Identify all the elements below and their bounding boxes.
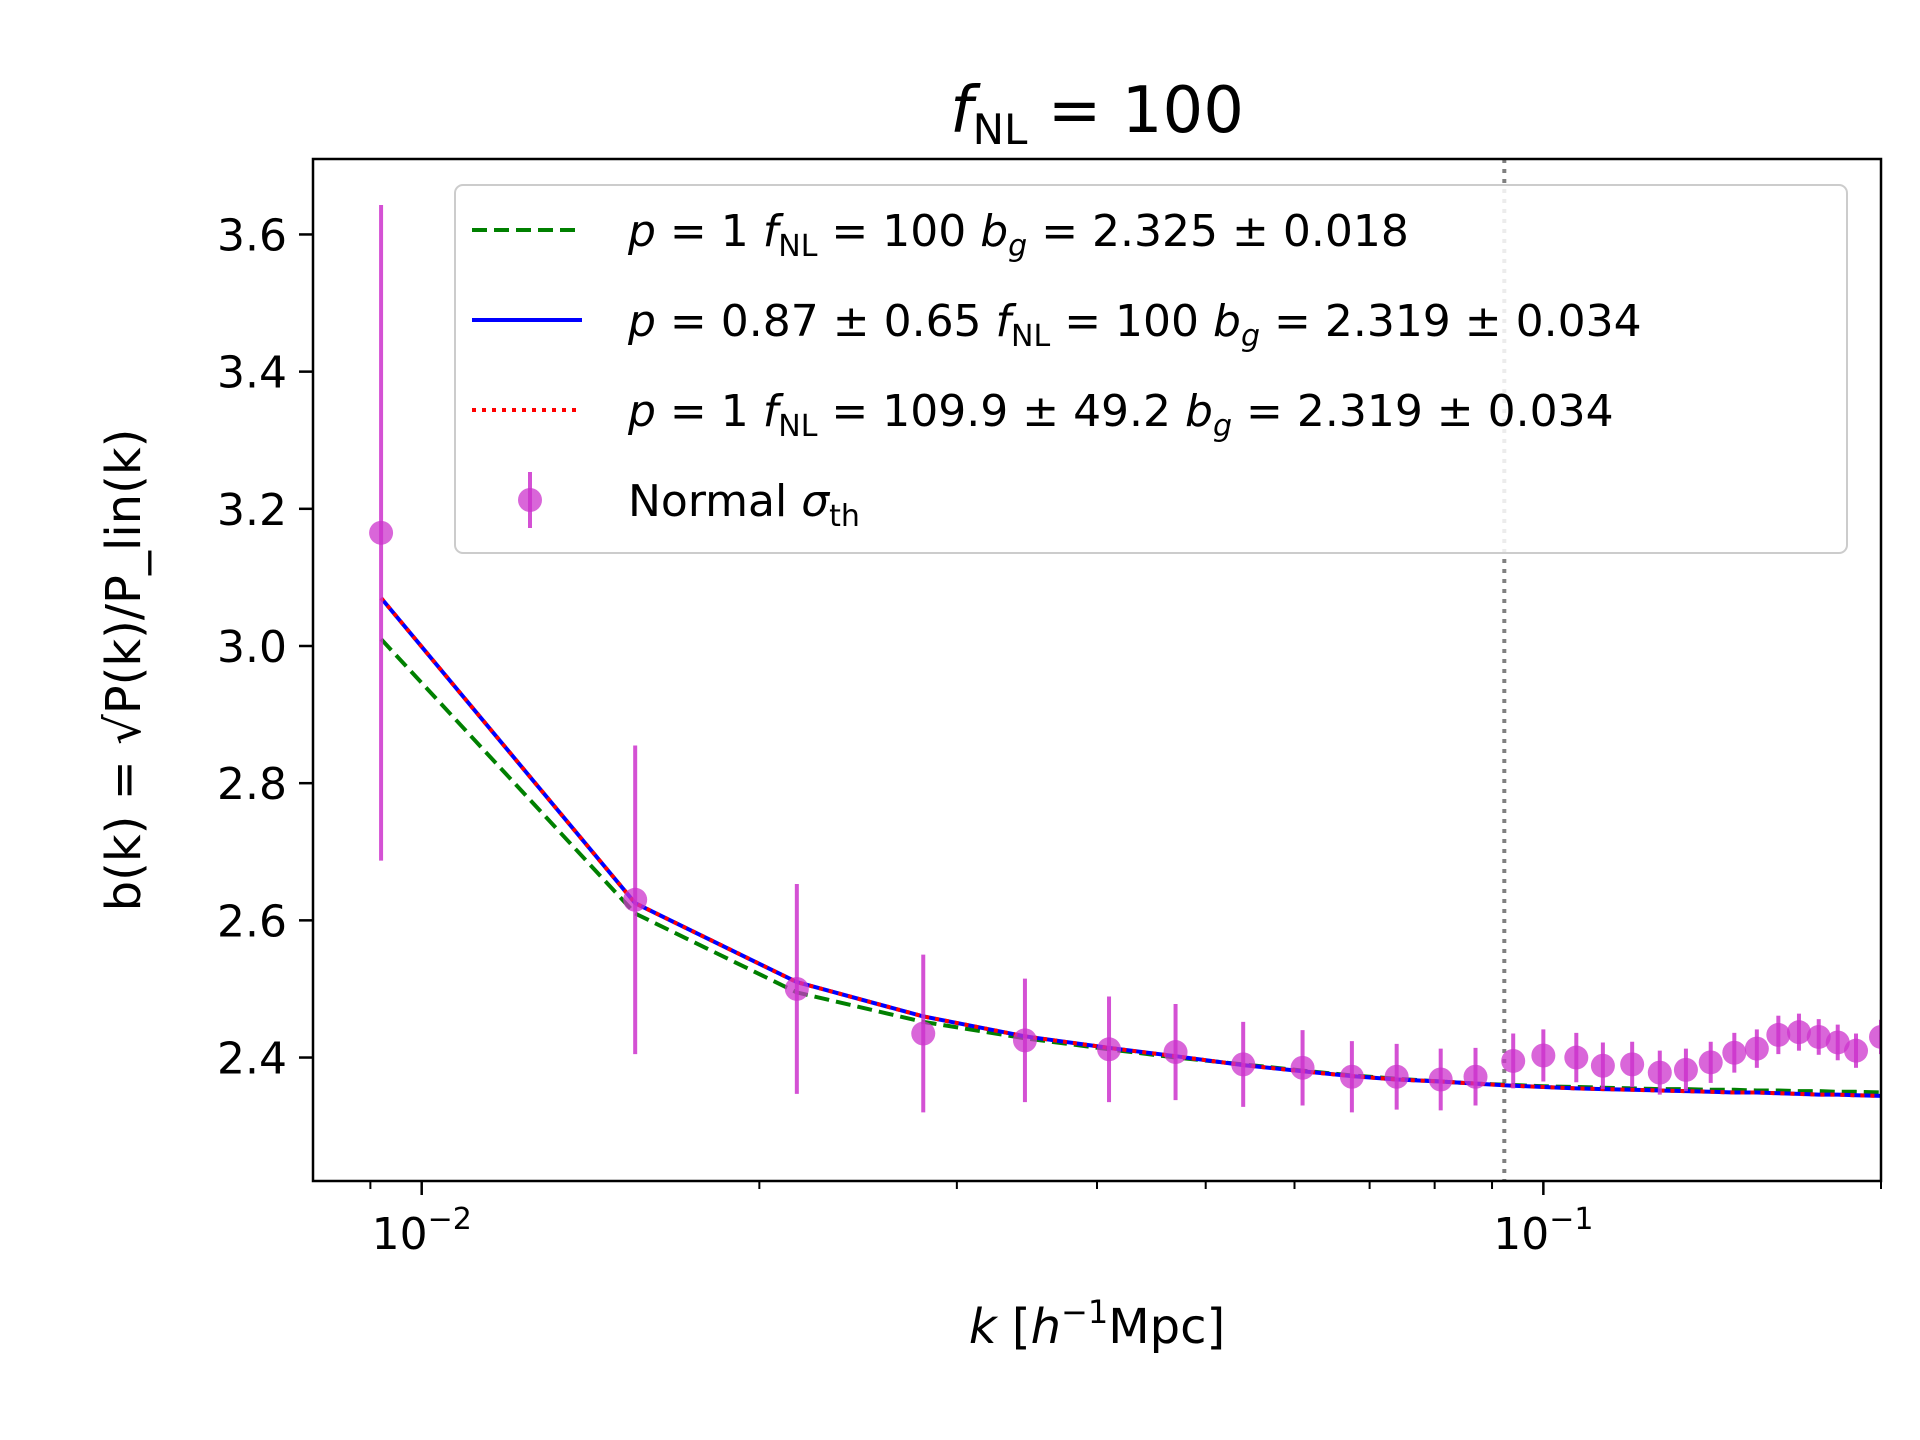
data-point [1825, 1030, 1850, 1055]
data-point [1463, 1064, 1488, 1089]
y-axis-ticks: 2.4 2.6 2.8 3.0 3.2 3.4 3.6 [217, 210, 313, 1085]
data-point [1786, 1020, 1811, 1045]
x-axis-label: k [h−1Mpc] [969, 1293, 1225, 1355]
data-point [1744, 1036, 1769, 1061]
series-line-2 [379, 596, 1881, 1098]
y-tick-label: 3.0 [217, 622, 287, 673]
data-point [1647, 1060, 1672, 1085]
data-point [1097, 1037, 1122, 1062]
series-lines-layer [379, 596, 1881, 1098]
data-point [623, 887, 648, 912]
errorbar-points-layer [369, 204, 1881, 1113]
y-axis-label-text: b(k) = √P(k)/P_lin(k) [96, 429, 152, 912]
data-point [1231, 1052, 1256, 1077]
data-point [1698, 1050, 1723, 1075]
data-point [1339, 1064, 1364, 1089]
data-point [1844, 1038, 1869, 1063]
y-axis-label: b(k) = √P(k)/P_lin(k) [96, 429, 152, 912]
y-tick-label: 3.4 [217, 348, 287, 399]
y-tick-label: 2.8 [217, 759, 287, 810]
x-tick-label: 10−2 [372, 1202, 472, 1260]
x-axis-ticks: 10−2 10−1 [369, 1181, 1882, 1260]
data-point [1590, 1053, 1615, 1078]
data-point [784, 976, 809, 1001]
data-point [1501, 1048, 1526, 1073]
data-point [1428, 1067, 1453, 1092]
data-point [911, 1021, 936, 1046]
y-tick-label: 2.6 [217, 896, 287, 947]
legend-label-series-1: p = 1 fNL = 100 bg = 2.325 ± 0.018 [627, 206, 1409, 264]
legend: p = 1 fNL = 100 bg = 2.325 ± 0.018 p = 0… [454, 184, 1848, 554]
data-point [1673, 1057, 1698, 1082]
data-point [1531, 1043, 1556, 1068]
data-point [1869, 1024, 1881, 1049]
legend-swatch-marker [518, 488, 542, 512]
legend-box [454, 184, 1848, 554]
data-point [1012, 1028, 1037, 1053]
data-point [1163, 1040, 1188, 1065]
x-tick-label: 10−1 [1493, 1202, 1593, 1260]
data-point [369, 520, 394, 545]
y-tick-label: 3.6 [217, 210, 287, 261]
legend-label-errorbar: Normal σth [628, 476, 860, 534]
series-line-3 [379, 596, 1881, 1098]
legend-label-series-3: p = 1 fNL = 109.9 ± 49.2 bg = 2.319 ± 0.… [627, 386, 1614, 444]
data-point [1766, 1022, 1791, 1047]
data-point [1564, 1045, 1589, 1070]
data-point [1384, 1064, 1409, 1089]
data-point [1806, 1024, 1831, 1049]
data-point [1290, 1055, 1315, 1080]
y-tick-label: 3.2 [217, 485, 287, 536]
chart-title: fNL = 100 [950, 74, 1244, 154]
data-point [1620, 1052, 1645, 1077]
data-point [1722, 1040, 1747, 1065]
legend-label-series-2: p = 0.87 ± 0.65 fNL = 100 bg = 2.319 ± 0… [627, 296, 1642, 354]
y-tick-label: 2.4 [217, 1034, 287, 1085]
